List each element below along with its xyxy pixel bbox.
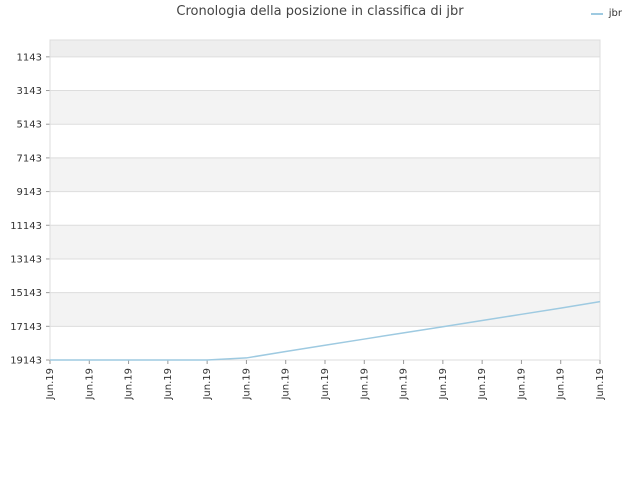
plot-band: [50, 258, 600, 293]
x-tick-label: Jun.19: [45, 368, 56, 401]
x-tick-label: Jun.19: [124, 368, 135, 401]
y-tick-label: 11143: [10, 221, 42, 232]
y-tick-label: 15143: [10, 288, 42, 299]
plot-band: [50, 40, 600, 57]
x-tick-label: Jun.19: [477, 368, 488, 401]
x-tick-label: Jun.19: [281, 368, 292, 401]
plot-band: [50, 326, 600, 360]
plot-band: [50, 157, 600, 192]
plot-band: [50, 191, 600, 226]
series-line-jbr: [50, 300, 601, 361]
plot-band: [50, 225, 600, 259]
x-tick-label: Jun.19: [556, 368, 567, 401]
x-tick-label: Jun.19: [516, 368, 527, 401]
x-tick-label: Jun.19: [241, 368, 252, 401]
x-tick-label: Jun.19: [202, 368, 213, 401]
y-tick-label: 3143: [17, 86, 42, 97]
x-tick-label: Jun.19: [359, 368, 370, 401]
plot-band: [50, 90, 600, 125]
y-tick-label: 5143: [17, 120, 42, 131]
y-tick-label: 9143: [17, 187, 42, 198]
legend-swatch-jbr: [590, 12, 603, 15]
y-tick-label: 7143: [17, 153, 42, 164]
y-tick-label: 13143: [10, 254, 42, 265]
legend: jbr: [590, 8, 622, 19]
chart-title: Cronologia della posizione in classifica…: [176, 4, 464, 19]
plot-band: [50, 56, 600, 91]
x-tick-label: Jun.19: [399, 368, 410, 401]
x-tick-label: Jun.19: [438, 368, 449, 401]
x-tick-label: Jun.19: [84, 368, 95, 401]
legend-label-jbr: jbr: [608, 8, 622, 19]
x-tick-label: Jun.19: [163, 368, 174, 401]
plot-band: [50, 124, 600, 158]
y-tick-label: 19143: [10, 356, 42, 367]
y-tick-label: 17143: [10, 322, 42, 333]
y-tick-label: 1143: [17, 52, 42, 63]
x-tick-label: Jun.19: [320, 368, 331, 401]
plot-band: [50, 292, 600, 327]
x-tick-label: Jun.19: [595, 368, 606, 401]
